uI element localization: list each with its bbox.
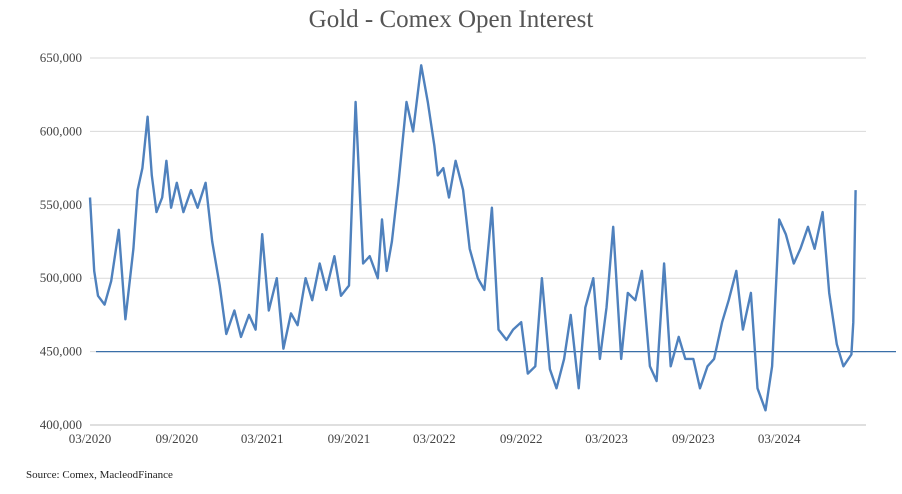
x-tick-label: 09/2023 bbox=[672, 431, 715, 446]
x-tick-label: 03/2021 bbox=[241, 431, 284, 446]
y-tick-label: 550,000 bbox=[40, 197, 82, 212]
y-tick-label: 600,000 bbox=[40, 123, 82, 138]
x-tick-label: 09/2021 bbox=[328, 431, 371, 446]
y-tick-label: 400,000 bbox=[40, 417, 82, 432]
x-axis-ticks: 03/2020 09/2020 03/2021 09/2021 03/2022 09/20… bbox=[69, 431, 801, 446]
x-tick-label: 03/2023 bbox=[585, 431, 628, 446]
y-tick-label: 450,000 bbox=[40, 344, 82, 359]
x-tick-label: 09/2020 bbox=[155, 431, 198, 446]
y-tick-label: 500,000 bbox=[40, 270, 82, 285]
x-tick-label: 03/2024 bbox=[758, 431, 801, 446]
x-tick-label: 03/2022 bbox=[413, 431, 456, 446]
x-tick-label: 03/2020 bbox=[69, 431, 112, 446]
y-axis-ticks: 400,000 450,000 500,000 550,000 600,000 650,0… bbox=[40, 50, 82, 432]
gridlines bbox=[90, 57, 866, 353]
open-interest-series-line bbox=[88, 64, 857, 412]
y-tick-label: 650,000 bbox=[40, 50, 82, 65]
x-tick-label: 09/2022 bbox=[500, 431, 543, 446]
chart-title: Gold - Comex Open Interest bbox=[308, 6, 594, 33]
source-note: Source: Comex, MacleodFinance bbox=[26, 469, 173, 481]
